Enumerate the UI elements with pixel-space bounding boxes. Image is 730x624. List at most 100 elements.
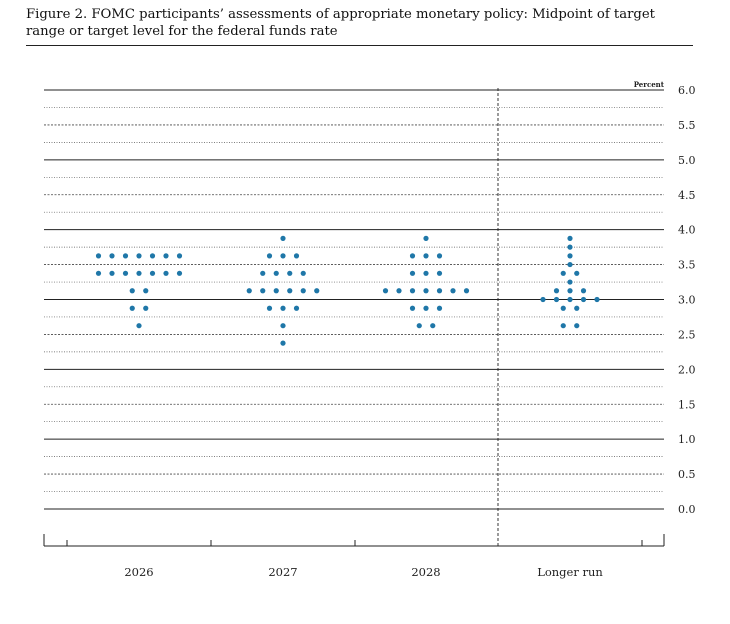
participant-dot bbox=[95, 253, 102, 259]
y-tick-label: 2.5 bbox=[678, 328, 696, 341]
participant-dot bbox=[149, 270, 156, 276]
unit-label: Percent bbox=[634, 80, 665, 89]
participant-dot bbox=[129, 288, 135, 294]
participant-dot bbox=[293, 305, 300, 311]
y-tick-label: 2.0 bbox=[678, 363, 696, 376]
participant-dot bbox=[540, 296, 546, 303]
participant-dot bbox=[567, 288, 573, 294]
participant-dot bbox=[163, 270, 169, 276]
y-tick-label: 6.0 bbox=[678, 84, 696, 97]
y-tick-label: 0.0 bbox=[678, 503, 696, 516]
participant-dot bbox=[560, 305, 566, 311]
participant-dot bbox=[423, 305, 429, 311]
participant-dot bbox=[430, 323, 436, 329]
participant-dot bbox=[409, 270, 416, 276]
participant-dot bbox=[314, 288, 320, 294]
participant-dot bbox=[567, 261, 573, 268]
participant-dot bbox=[463, 288, 470, 294]
participant-dot bbox=[567, 279, 573, 285]
participant-dot bbox=[436, 305, 443, 311]
y-tick-label: 5.0 bbox=[678, 154, 696, 167]
participant-dot bbox=[574, 323, 580, 329]
participant-dot bbox=[136, 253, 142, 259]
participant-dot bbox=[273, 288, 279, 294]
participant-dot bbox=[246, 288, 252, 294]
participant-dot bbox=[129, 305, 135, 311]
y-tick-label: 1.5 bbox=[678, 398, 696, 411]
participant-dot bbox=[280, 253, 286, 259]
participant-dot bbox=[436, 288, 443, 294]
participant-dot bbox=[580, 288, 587, 294]
participant-dot bbox=[280, 323, 286, 329]
participant-dot bbox=[450, 288, 456, 294]
participant-dot bbox=[266, 305, 273, 311]
participant-dot bbox=[143, 305, 149, 311]
participant-dot bbox=[176, 253, 183, 259]
participant-dot bbox=[136, 323, 142, 329]
participant-dot bbox=[567, 253, 573, 259]
participant-dot bbox=[574, 270, 580, 276]
participant-dot bbox=[300, 270, 306, 276]
x-category-label: 2027 bbox=[268, 565, 297, 579]
participant-dot bbox=[260, 270, 266, 276]
participant-dot bbox=[109, 270, 115, 276]
participant-dot bbox=[143, 288, 149, 294]
participant-dot bbox=[436, 253, 443, 259]
participant-dot bbox=[409, 253, 416, 259]
x-category-label: 2026 bbox=[124, 565, 153, 579]
participant-dot bbox=[553, 296, 560, 303]
participant-dot bbox=[580, 296, 587, 303]
participant-dot bbox=[382, 288, 389, 294]
participant-dot bbox=[280, 235, 286, 241]
participant-dot bbox=[594, 296, 600, 303]
participant-dot bbox=[122, 270, 129, 276]
participant-dot bbox=[423, 288, 429, 294]
participant-dot bbox=[396, 288, 402, 294]
participant-dot bbox=[260, 288, 266, 294]
participant-dot bbox=[280, 305, 286, 311]
participant-dot bbox=[280, 340, 286, 346]
y-tick-label: 4.0 bbox=[678, 224, 696, 237]
dots-layer bbox=[95, 235, 600, 346]
participant-dot bbox=[109, 253, 115, 259]
participant-dot bbox=[409, 288, 416, 294]
y-tick-label: 5.5 bbox=[678, 119, 696, 132]
x-axis: 2026 2027 2028 Longer run bbox=[43, 534, 665, 579]
participant-dot bbox=[300, 288, 306, 294]
participant-dot bbox=[567, 244, 573, 250]
participant-dot bbox=[95, 270, 102, 276]
participant-dot bbox=[560, 323, 566, 329]
participant-dot bbox=[163, 253, 169, 259]
participant-dot bbox=[122, 253, 129, 259]
participant-dot bbox=[266, 253, 273, 259]
participant-dot bbox=[149, 253, 156, 259]
participant-dot bbox=[423, 253, 429, 259]
participant-dot bbox=[423, 270, 429, 276]
grid-lines bbox=[44, 88, 664, 546]
participant-dot bbox=[567, 296, 573, 303]
x-category-label: Longer run bbox=[537, 565, 603, 579]
participant-dot bbox=[567, 235, 573, 241]
y-tick-label: 4.5 bbox=[678, 189, 696, 202]
participant-dot bbox=[176, 270, 183, 276]
y-tick-label: 3.5 bbox=[678, 259, 696, 272]
participant-dot bbox=[423, 235, 429, 241]
participant-dot bbox=[273, 270, 279, 276]
y-tick-label: 3.0 bbox=[678, 294, 696, 307]
y-tick-label: 0.5 bbox=[678, 468, 696, 481]
x-category-label: 2028 bbox=[411, 565, 440, 579]
y-tick-label: 1.0 bbox=[678, 433, 696, 446]
participant-dot bbox=[136, 270, 142, 276]
y-axis: 0.0 0.5 1.0 1.5 2.0 2.5 3.0 3.5 4.0 4.5 5.0 5.5 6.0 bbox=[678, 84, 696, 516]
participant-dot bbox=[416, 323, 422, 329]
title-rule bbox=[26, 45, 693, 46]
participant-dot bbox=[293, 253, 300, 259]
participant-dot bbox=[287, 288, 293, 294]
chart-title: Figure 2. FOMC participants’ assessments… bbox=[26, 7, 655, 39]
participant-dot bbox=[287, 270, 293, 276]
participant-dot bbox=[560, 270, 566, 276]
participant-dot bbox=[553, 288, 560, 294]
participant-dot bbox=[574, 305, 580, 311]
participant-dot bbox=[436, 270, 443, 276]
